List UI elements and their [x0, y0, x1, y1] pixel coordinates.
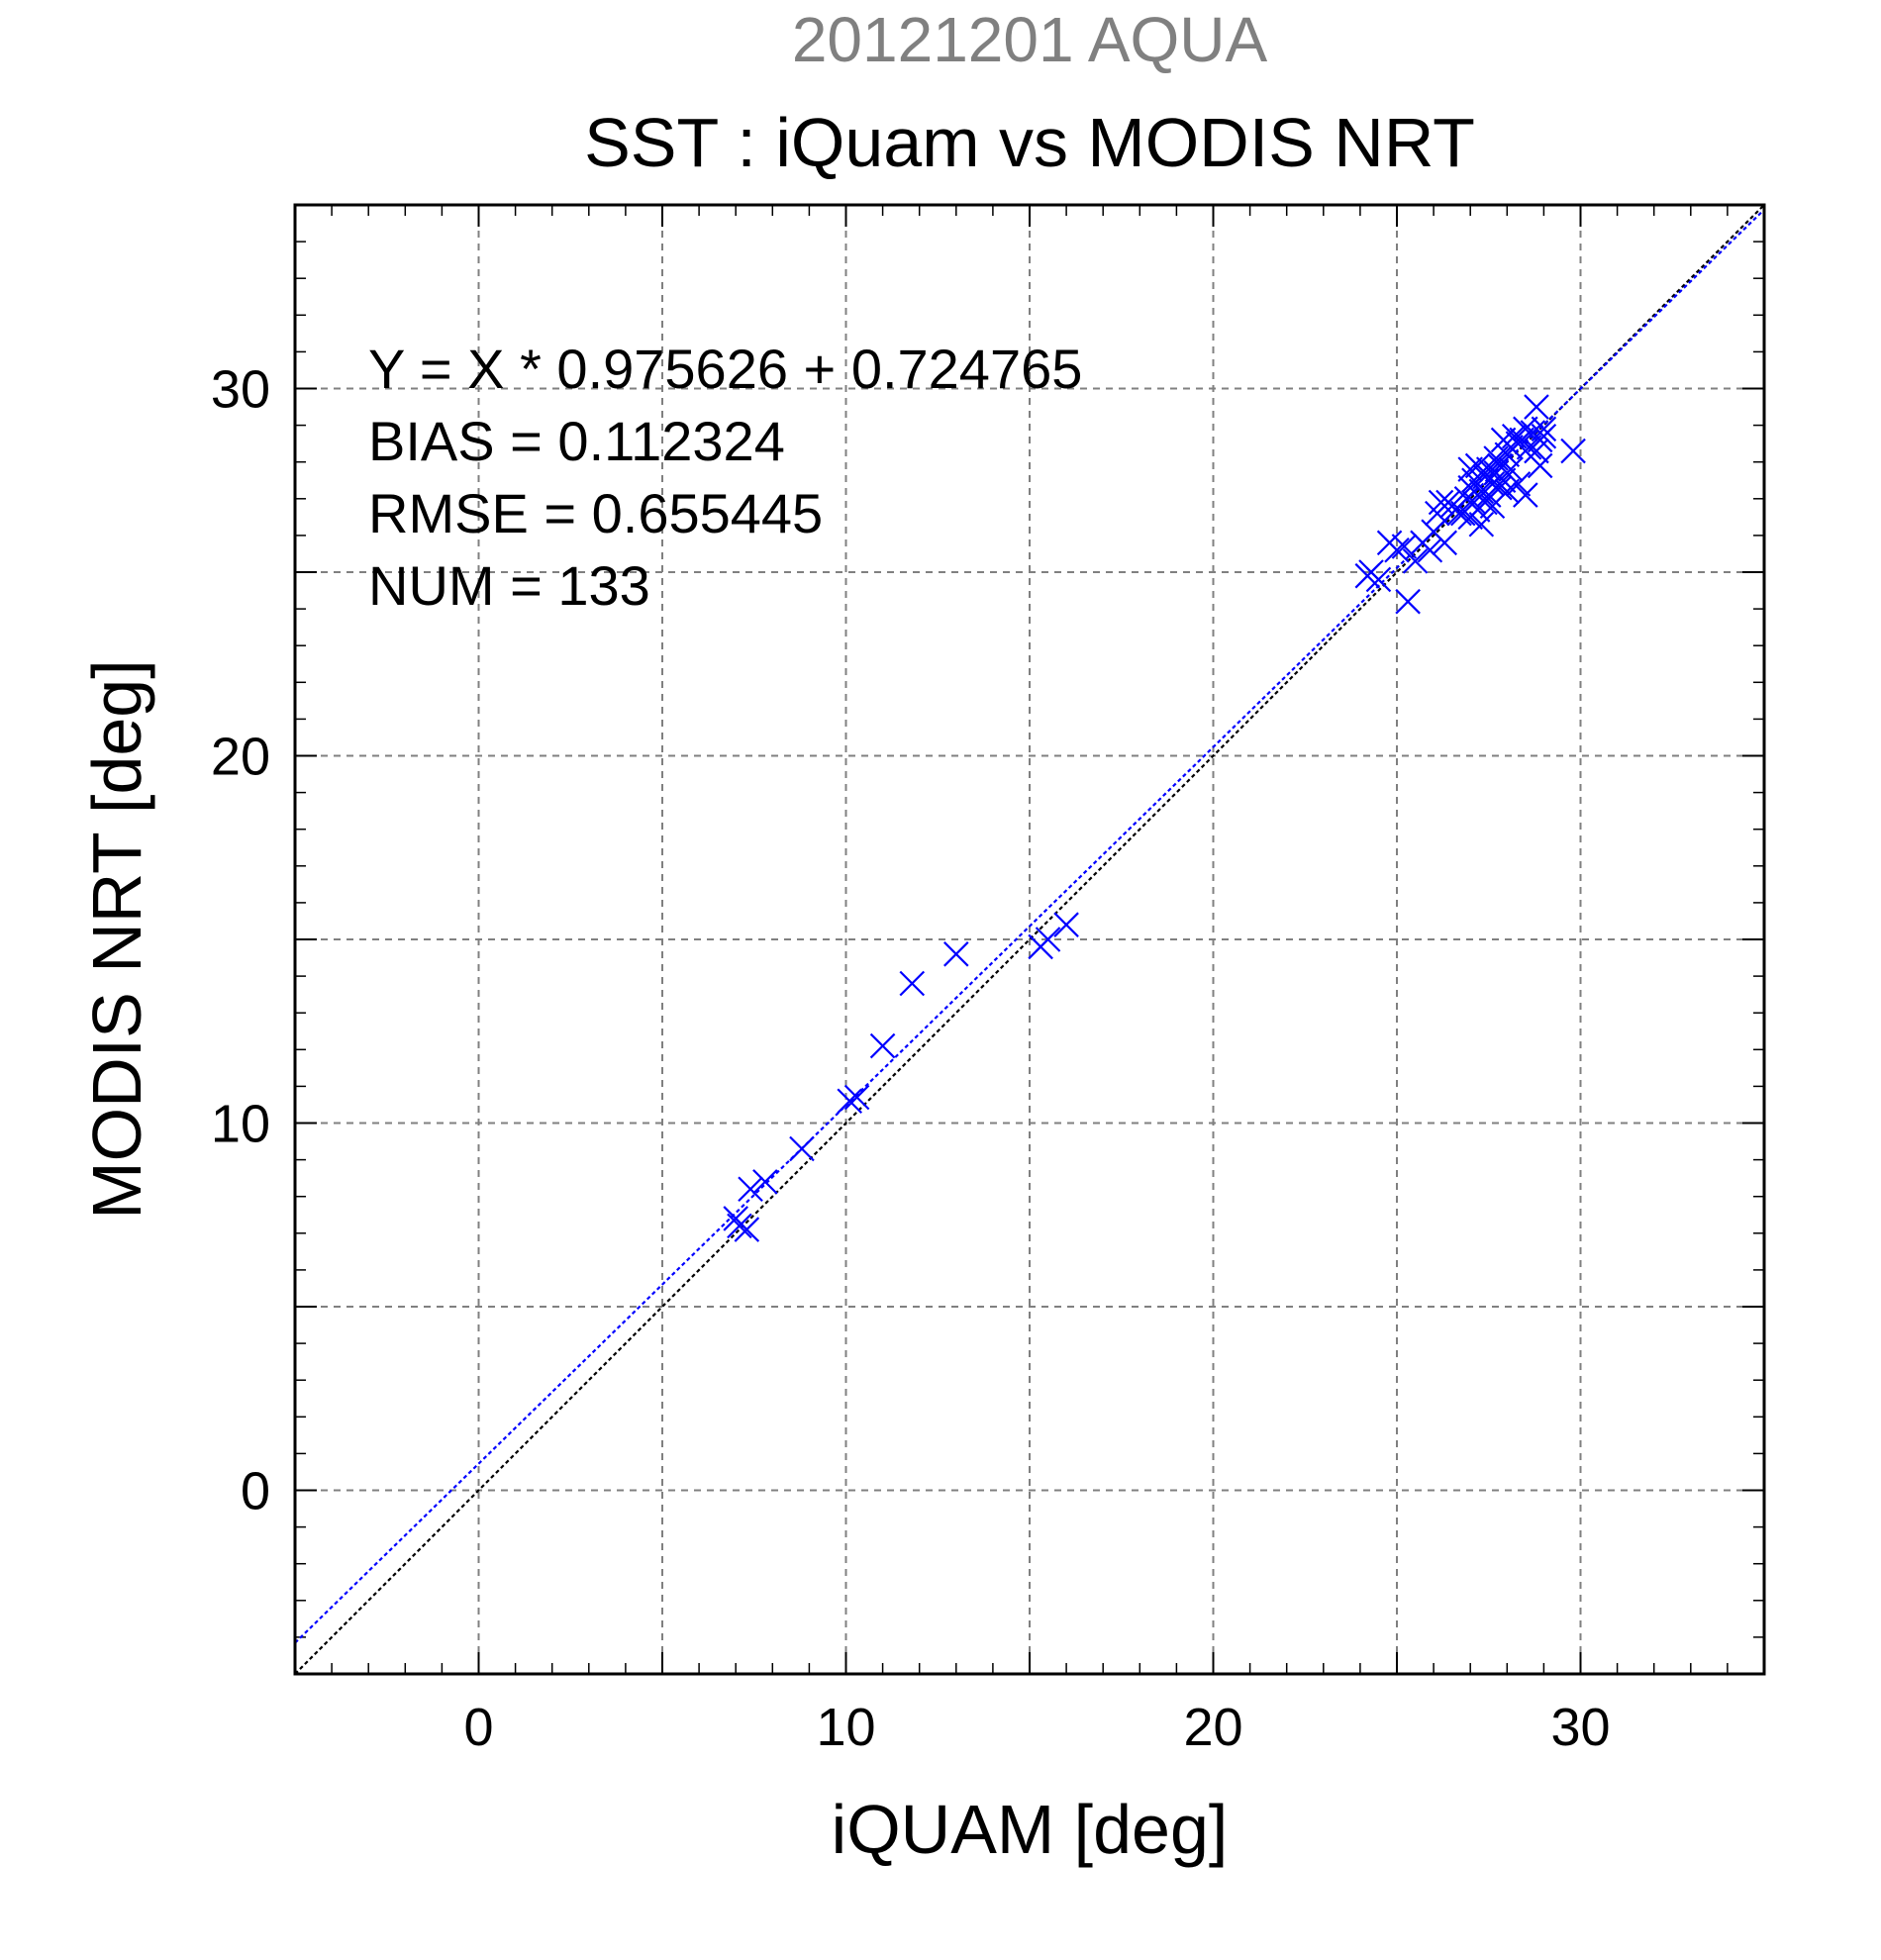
data-point [1402, 548, 1429, 574]
chart-title: SST : iQuam vs MODIS NRT [584, 104, 1475, 181]
plot-frame [293, 203, 1766, 1676]
data-point [1391, 534, 1418, 559]
reference-lines [295, 205, 1764, 1674]
data-point [789, 1135, 815, 1162]
data-point [1498, 456, 1524, 482]
data-point [727, 1213, 752, 1239]
minor-ticks [295, 205, 1764, 1674]
grid-lines [295, 205, 1764, 1674]
data-point [869, 1032, 896, 1059]
data-point [843, 1084, 870, 1111]
data-point [1524, 394, 1549, 420]
data-point [1468, 511, 1495, 538]
data-point [1432, 530, 1458, 556]
stats-line: BIAS = 0.112324 [368, 410, 785, 472]
data-point [1395, 588, 1421, 615]
data-point [1384, 537, 1410, 563]
fit-line [295, 208, 1764, 1644]
data-point [1505, 471, 1532, 497]
x-tick-label: 30 [1550, 1698, 1610, 1757]
x-tick-label: 0 [463, 1698, 493, 1757]
stats-line: RMSE = 0.655445 [368, 482, 823, 544]
y-tick-label: 30 [211, 360, 270, 420]
data-point [1365, 566, 1392, 593]
data-point [1035, 927, 1061, 952]
data-point [734, 1217, 760, 1242]
data-point [899, 970, 926, 997]
stats-line: NUM = 133 [368, 554, 650, 617]
y-tick-label: 10 [211, 1095, 270, 1154]
data-point [738, 1176, 763, 1203]
chart-supertitle: 20121201 AQUA [792, 4, 1268, 75]
data-points [723, 394, 1586, 1242]
data-point [1527, 452, 1553, 479]
x-tick-labels: 0 10 20 30 [463, 1698, 1610, 1757]
data-point [837, 1088, 862, 1115]
stats-annotation: Y = X * 0.975626 + 0.724765 BIAS = 0.1123… [368, 338, 1082, 617]
y-tick-labels: 0 10 20 30 [211, 360, 270, 1521]
data-point [1053, 912, 1079, 937]
x-axis-label: iQUAM [deg] [832, 1791, 1229, 1868]
stats-line: Y = X * 0.975626 + 0.724765 [368, 338, 1082, 400]
x-tick-label: 20 [1183, 1698, 1242, 1757]
data-point [1531, 416, 1557, 442]
y-tick-label: 0 [241, 1462, 270, 1521]
data-point [943, 941, 969, 967]
data-point [752, 1169, 778, 1195]
y-axis-label: MODIS NRT [deg] [78, 659, 155, 1219]
data-point [1560, 438, 1586, 464]
data-point [1513, 482, 1538, 508]
data-point [1531, 423, 1557, 449]
data-point [1516, 435, 1542, 460]
x-tick-label: 10 [816, 1698, 875, 1757]
y-tick-label: 20 [211, 728, 270, 787]
